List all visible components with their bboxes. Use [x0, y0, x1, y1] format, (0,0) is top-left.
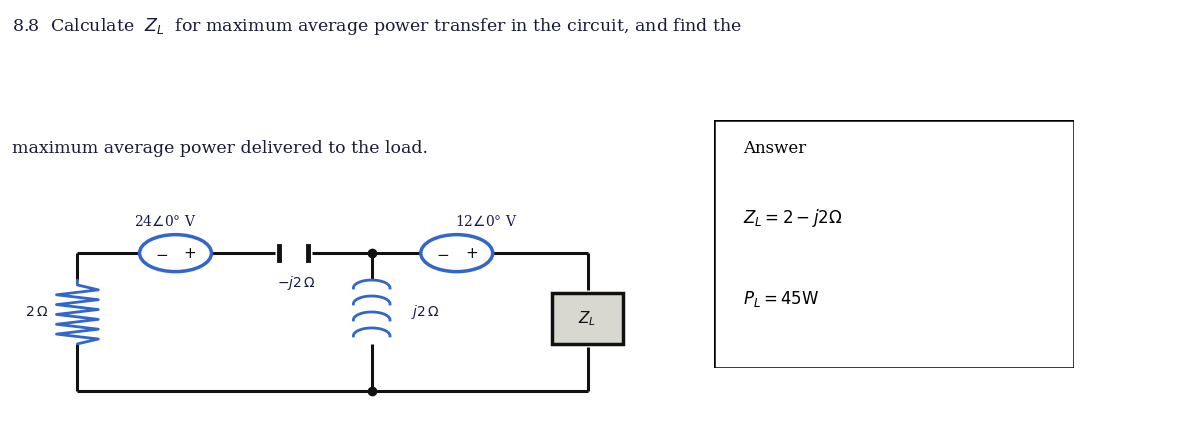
Text: 8.8  Calculate  $Z_L$  for maximum average power transfer in the circuit, and fi: 8.8 Calculate $Z_L$ for maximum average …: [12, 16, 742, 37]
Text: $j2\,\Omega$: $j2\,\Omega$: [410, 303, 439, 321]
Bar: [552, 294, 624, 344]
Text: 24$\angle$0° V: 24$\angle$0° V: [134, 214, 197, 229]
Text: $-$: $-$: [436, 246, 449, 261]
Text: $+$: $+$: [464, 246, 478, 261]
Text: $P_L = 45\mathrm{W}$: $P_L = 45\mathrm{W}$: [743, 288, 820, 309]
Text: Answer: Answer: [743, 140, 806, 157]
Text: 12$\angle$0° V: 12$\angle$0° V: [455, 214, 517, 229]
Text: $+$: $+$: [184, 246, 197, 261]
Text: $2\,\Omega$: $2\,\Omega$: [25, 305, 48, 319]
Text: $-j2\,\Omega$: $-j2\,\Omega$: [277, 274, 316, 292]
Text: $Z_L = 2 - j2\Omega$: $Z_L = 2 - j2\Omega$: [743, 207, 842, 229]
Text: $Z_L$: $Z_L$: [578, 309, 596, 328]
Text: maximum average power delivered to the load.: maximum average power delivered to the l…: [12, 140, 427, 157]
Text: $-$: $-$: [155, 246, 168, 261]
